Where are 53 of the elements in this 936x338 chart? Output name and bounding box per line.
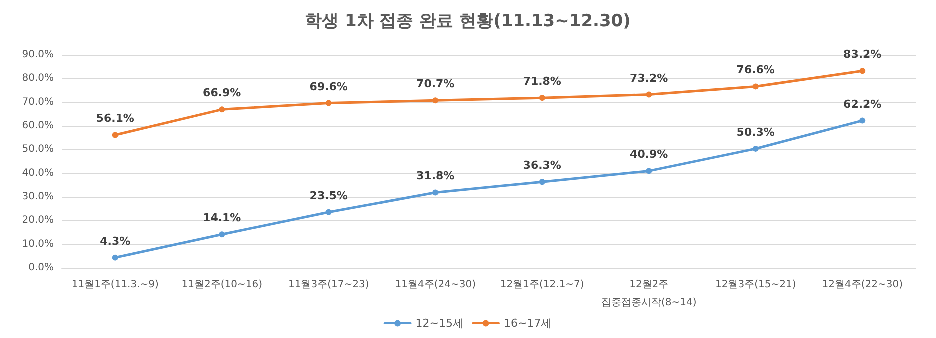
x-tick-label: 11월2주(10~16) xyxy=(182,280,263,290)
y-tick-label: 20.0% xyxy=(22,215,54,226)
point xyxy=(539,95,546,102)
data-label: 56.1% xyxy=(96,112,134,126)
x-tick-label: 11월3주(17~23) xyxy=(288,280,370,290)
chart-title: 학생 1차 접종 완료 현황(11.13~12.30) xyxy=(305,12,631,32)
y-tick-label: 10.0% xyxy=(22,238,54,250)
x-tick-label: 11월4주(24~30) xyxy=(395,280,476,290)
point xyxy=(539,179,546,186)
y-tick-label: 40.0% xyxy=(22,168,54,179)
x-tick-label: 12월3주(15~21) xyxy=(716,280,796,290)
data-label: 36.3% xyxy=(523,159,562,172)
y-tick-label: 30.0% xyxy=(22,192,54,202)
data-label: 76.6% xyxy=(736,64,775,77)
x-tick-label: 11월1주(11.3.~9) xyxy=(72,280,160,290)
legend-label: 16~17세 xyxy=(504,317,552,330)
x-tick-label: 12월2주 집중접종시작(8~14) xyxy=(601,280,697,308)
data-label: 50.3% xyxy=(736,126,775,139)
y-tick-label: 50.0% xyxy=(22,144,54,156)
point xyxy=(646,92,652,98)
point xyxy=(326,209,332,216)
data-label: 31.8% xyxy=(416,170,455,183)
point xyxy=(112,132,118,138)
data-label: 73.2% xyxy=(630,72,668,85)
point xyxy=(326,100,332,106)
data-label: 40.9% xyxy=(630,148,668,162)
point xyxy=(646,168,652,174)
legend-label: 12~15세 xyxy=(416,317,464,330)
point xyxy=(432,98,439,104)
point xyxy=(752,84,759,90)
point xyxy=(860,68,866,74)
point xyxy=(860,118,866,124)
x-tick-label: 12월1주(12.1~7) xyxy=(500,280,584,290)
data-label: 70.7% xyxy=(416,78,455,91)
y-tick-label: 80.0% xyxy=(22,73,54,84)
data-label: 4.3% xyxy=(100,234,131,248)
x-tick-label: 12월4주(22~30) xyxy=(822,280,904,290)
data-label: 62.2% xyxy=(844,98,882,111)
y-tick-label: 90.0% xyxy=(22,50,54,60)
data-label: 14.1% xyxy=(203,212,242,225)
data-label: 71.8% xyxy=(523,75,562,88)
data-label: 83.2% xyxy=(844,48,882,62)
y-tick-label: 70.0% xyxy=(22,96,54,108)
point xyxy=(219,232,226,238)
data-label: 69.6% xyxy=(310,80,348,94)
point xyxy=(219,106,226,113)
point xyxy=(752,146,759,152)
data-label: 66.9% xyxy=(203,86,242,100)
y-tick-label: 0.0% xyxy=(28,262,54,274)
data-label: 23.5% xyxy=(310,189,348,202)
point xyxy=(432,190,439,196)
point xyxy=(112,254,118,261)
y-tick-label: 60.0% xyxy=(22,120,54,132)
